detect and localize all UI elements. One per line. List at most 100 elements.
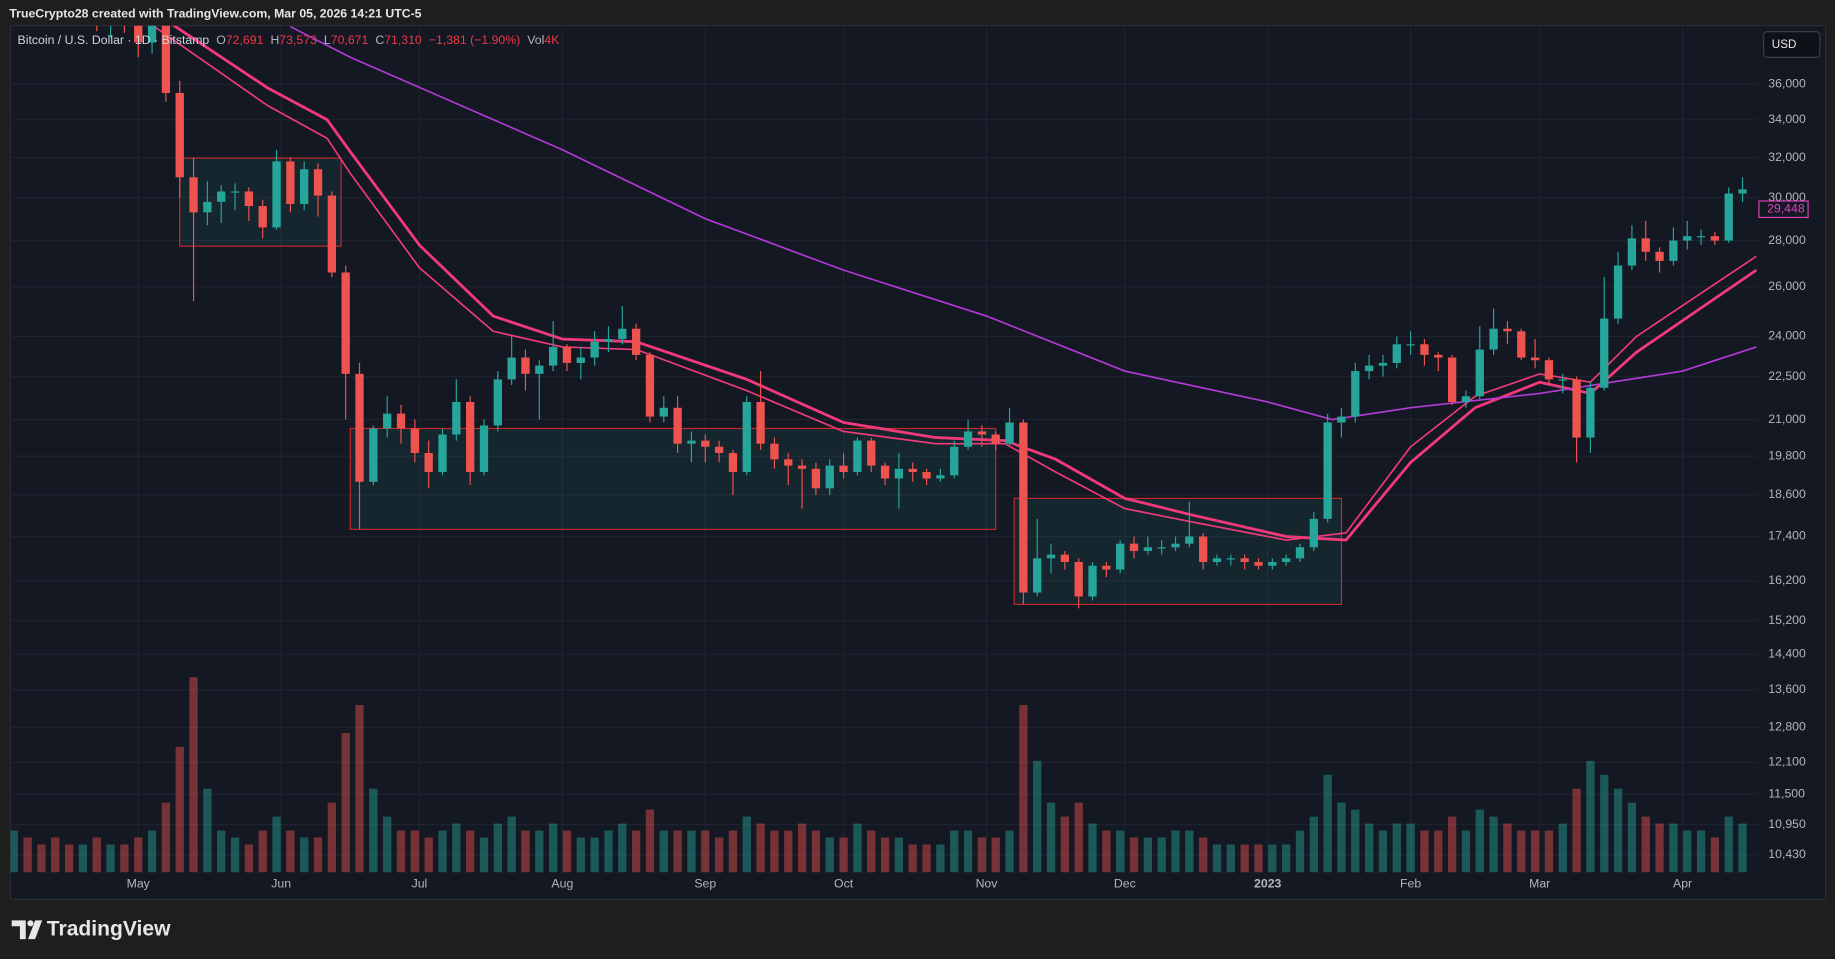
x-tick-label: Aug xyxy=(551,876,573,890)
volume-bar xyxy=(936,844,945,873)
logo-mark xyxy=(11,920,26,940)
volume-bar xyxy=(134,837,143,873)
y-tick-label: 34,000 xyxy=(1768,112,1806,126)
candle-body xyxy=(466,401,475,473)
candle-body xyxy=(396,413,406,429)
volume-bar xyxy=(1489,816,1498,873)
y-tick-label: 24,000 xyxy=(1768,329,1806,343)
candle-body xyxy=(1392,344,1401,363)
volume-bar xyxy=(1517,830,1526,873)
vol-label: Vol xyxy=(527,33,544,47)
volume-bar xyxy=(244,844,254,873)
y-tick-label: 10,950 xyxy=(1768,817,1806,831)
volume-bar xyxy=(1655,823,1664,873)
price-label: 29,448 xyxy=(1767,201,1805,215)
volume-bar xyxy=(1199,837,1208,873)
volume-bar xyxy=(1627,802,1637,873)
volume-bar xyxy=(23,837,32,873)
volume-bar xyxy=(1530,830,1540,873)
volume-bar xyxy=(1171,830,1180,873)
candle-body xyxy=(1669,240,1678,261)
volume-bar xyxy=(313,837,323,873)
candle-body xyxy=(1281,558,1291,563)
candle-body xyxy=(355,373,364,482)
candle-body xyxy=(963,431,973,447)
candle-body xyxy=(576,357,585,363)
volume-bar xyxy=(770,830,779,873)
candle-body xyxy=(1005,422,1014,444)
volume-bar xyxy=(1669,823,1678,873)
candle-body xyxy=(880,465,890,479)
volume-bar xyxy=(1447,816,1457,873)
candle-body xyxy=(134,25,143,43)
volume-bar xyxy=(10,830,18,873)
candle-body xyxy=(659,407,668,417)
candle-body xyxy=(811,468,821,489)
volume-bar xyxy=(1503,823,1512,873)
volume-bar xyxy=(1475,809,1484,873)
x-tick-label: Jul xyxy=(412,876,428,890)
candle-body xyxy=(1116,543,1125,570)
range-box xyxy=(349,427,997,530)
candle-body xyxy=(438,434,447,473)
volume-bar xyxy=(811,830,821,873)
candle-body xyxy=(244,191,254,207)
volume-bar xyxy=(341,732,350,873)
volume-bar xyxy=(1392,823,1401,873)
candle-body xyxy=(1447,357,1457,402)
candle-body xyxy=(535,365,544,374)
volume-bar xyxy=(1683,830,1692,873)
logo-dot xyxy=(27,920,34,927)
volume-bar xyxy=(659,830,668,873)
volume-bar xyxy=(78,844,88,873)
volume-bar xyxy=(230,837,240,873)
h-label: H xyxy=(270,33,279,47)
y-tick-label: 36,000 xyxy=(1768,77,1806,91)
open: 72,691 xyxy=(226,33,264,47)
volume-bar xyxy=(1461,830,1471,873)
volume-bar xyxy=(977,837,987,873)
candle-body xyxy=(410,428,419,453)
y-tick-label: 12,100 xyxy=(1768,755,1806,769)
volume-bar xyxy=(825,837,834,873)
currency-button[interactable]: USD xyxy=(1763,31,1821,58)
y-tick-label: 14,400 xyxy=(1768,646,1806,660)
candle-body xyxy=(1254,562,1263,566)
volume-bar xyxy=(631,830,641,873)
chart-panel xyxy=(9,25,1827,900)
candle-body xyxy=(1171,543,1180,548)
candle-body xyxy=(1544,360,1554,380)
currency-button-box[interactable] xyxy=(1763,31,1821,58)
candle-body xyxy=(161,25,171,93)
c-label: C xyxy=(375,33,384,47)
y-tick-label: 18,600 xyxy=(1768,487,1806,501)
volume-bar xyxy=(217,830,226,873)
volume-bar xyxy=(161,802,171,873)
candle-body xyxy=(645,354,655,417)
candle-body xyxy=(825,465,834,489)
candle-body xyxy=(493,379,502,426)
volume-bar xyxy=(1143,837,1152,873)
volume-bar xyxy=(687,830,696,873)
volume-bar xyxy=(493,823,502,873)
x-tick-label: Oct xyxy=(834,876,854,890)
candle-body xyxy=(1185,536,1194,544)
candle-body xyxy=(1060,554,1070,563)
volume-bar xyxy=(714,837,724,873)
candle-body xyxy=(1378,362,1388,366)
volume-bar xyxy=(1033,760,1042,873)
y-tick-label: 12,800 xyxy=(1768,720,1806,734)
volume-bar xyxy=(1102,830,1111,873)
volume-bar xyxy=(576,837,585,873)
volume-bar xyxy=(1364,823,1374,873)
currency-label[interactable]: USD xyxy=(1772,38,1797,51)
y-tick-label: 22,500 xyxy=(1768,369,1806,383)
candle-body xyxy=(991,434,1000,444)
candle-body xyxy=(742,401,751,473)
volume-bar xyxy=(618,823,627,873)
candle-body xyxy=(1323,422,1332,519)
candle-body xyxy=(590,341,599,358)
candle-body xyxy=(1143,547,1152,551)
candle-body xyxy=(203,201,212,213)
